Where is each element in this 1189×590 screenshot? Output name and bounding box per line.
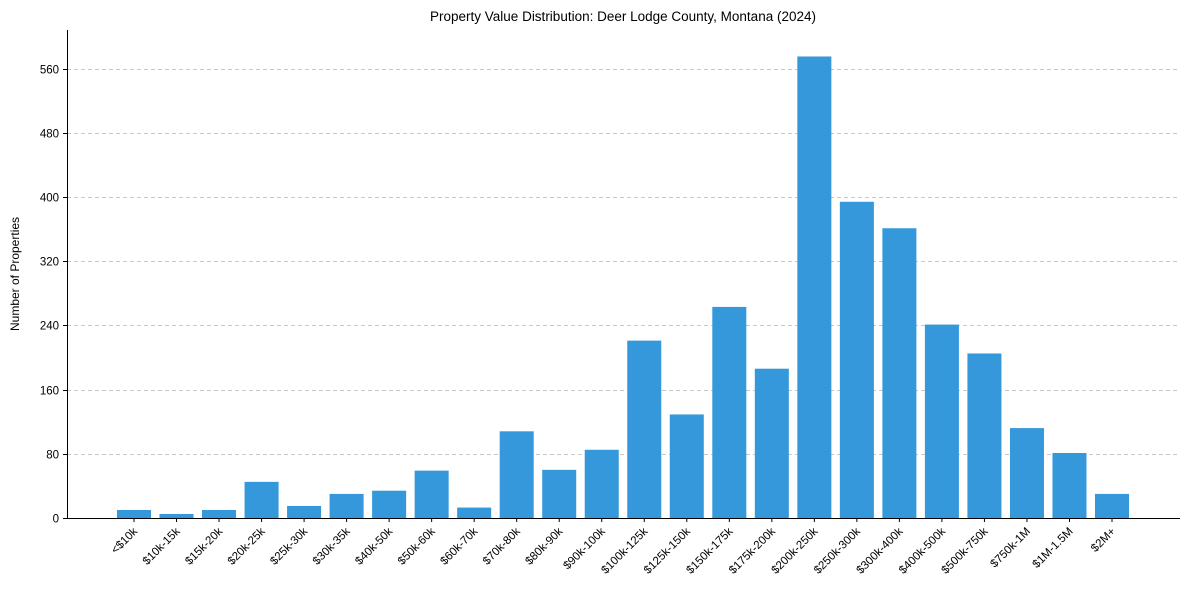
y-tick-label: 160 — [40, 386, 59, 398]
x-tick-label: $25k-30k — [268, 525, 310, 567]
x-tick-label: $15k-20k — [183, 525, 225, 567]
bar — [882, 228, 917, 518]
y-tick-label: 560 — [40, 65, 59, 77]
bar — [159, 513, 194, 518]
bars — [116, 56, 1130, 518]
bar — [499, 431, 534, 518]
bar — [414, 470, 449, 518]
bar — [1094, 493, 1130, 518]
x-tick-label: $70k-80k — [481, 525, 523, 567]
y-tick-label: 320 — [40, 257, 59, 269]
bar — [839, 201, 874, 518]
x-tick-label: $1M-1.5M — [1030, 526, 1075, 571]
bar — [202, 509, 237, 518]
bar — [754, 368, 789, 518]
y-tick-label: 240 — [40, 321, 59, 333]
bar — [584, 449, 619, 518]
bar — [712, 306, 747, 518]
x-tick-label: $750k-1M — [988, 526, 1033, 571]
axes — [67, 30, 1180, 519]
bar — [967, 353, 1002, 518]
x-tick-label: $2M+ — [1089, 525, 1118, 554]
bar — [797, 56, 832, 518]
bar — [244, 481, 279, 518]
bar — [329, 493, 364, 518]
bar — [924, 324, 959, 518]
bar — [116, 509, 152, 518]
x-tick-label: $60k-70k — [438, 525, 480, 567]
bar — [1052, 452, 1087, 518]
gridlines — [67, 69, 1180, 455]
y-tick-label: 0 — [53, 514, 59, 526]
x-tick-label: $40k-50k — [353, 525, 395, 567]
y-tick-label: 80 — [46, 450, 59, 462]
bar — [1009, 428, 1044, 518]
y-tick-label: 400 — [40, 193, 59, 205]
bar — [457, 507, 492, 518]
y-axis-label: Number of Properties — [8, 217, 22, 331]
x-tick-label: $10k-15k — [141, 525, 183, 567]
bar — [542, 469, 577, 518]
chart-title: Property Value Distribution: Deer Lodge … — [430, 9, 816, 24]
bar — [372, 490, 407, 518]
x-tick-label: $20k-25k — [226, 525, 268, 567]
x-tick-label: <$10k — [109, 525, 140, 556]
x-tick-label: $80k-90k — [523, 525, 565, 567]
x-tick-label: $30k-35k — [311, 525, 353, 567]
x-tick-label: $500k-750k — [940, 525, 991, 576]
x-ticks: <$10k $10k-15k $15k-20k $20k-25k $25k-30k $30… — [109, 518, 1118, 577]
y-tick-label: 480 — [40, 129, 59, 141]
x-tick-label: $50k-60k — [396, 525, 438, 567]
bar — [287, 505, 322, 518]
y-ticks: 0 80 160 240 320 400 480 560 — [40, 65, 67, 526]
bar — [669, 414, 704, 518]
bar — [627, 340, 662, 518]
